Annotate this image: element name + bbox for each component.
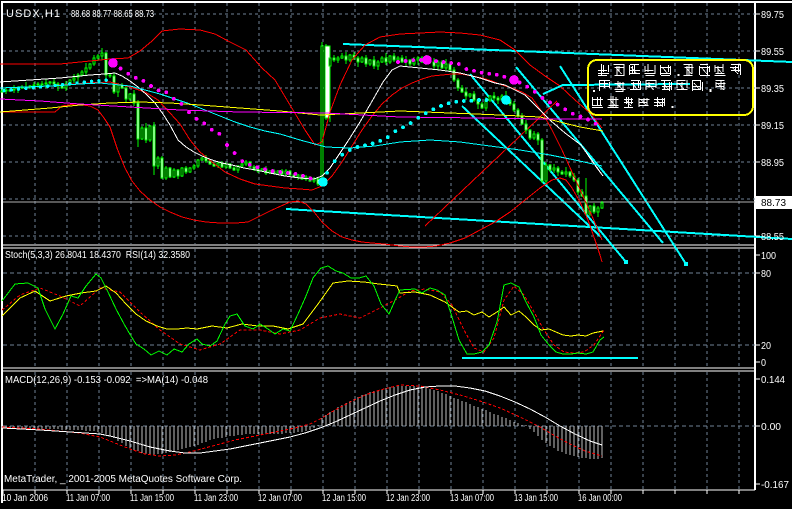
svg-text:88.73: 88.73 [761,198,786,209]
svg-text:89.35: 89.35 [761,84,784,95]
svg-text:13 Jan 07:00: 13 Jan 07:00 [450,493,494,504]
svg-text:20: 20 [761,341,771,352]
svg-text:12 Jan 15:00: 12 Jan 15:00 [322,493,366,504]
svg-text:MACD(12,26,9) -0.153 -0.092 =: MACD(12,26,9) -0.153 -0.092 =>MA(14) -0.… [5,375,208,386]
svg-text:USDX,H1: USDX,H1 [6,8,60,20]
svg-text:89.15: 89.15 [761,121,784,132]
svg-text:0: 0 [761,358,766,369]
svg-text:11 Jan 23:00: 11 Jan 23:00 [194,493,238,504]
svg-text:Stoch(5,3,3) 26.8041 18.4370: Stoch(5,3,3) 26.8041 18.4370 RSI(14) 32.… [5,250,190,261]
svg-text:MetaTrader, _ 2001-2005 MetaQu: MetaTrader, _ 2001-2005 MetaQuotes Softw… [4,474,242,485]
svg-text:80: 80 [761,269,771,280]
svg-text:100: 100 [761,251,776,262]
svg-text:0.144: 0.144 [761,375,785,386]
svg-text:12 Jan 23:00: 12 Jan 23:00 [386,493,430,504]
svg-text:10 Jan 2006: 10 Jan 2006 [2,493,48,504]
svg-text:11 Jan 15:00: 11 Jan 15:00 [130,493,174,504]
svg-text:0.00: 0.00 [761,422,781,433]
svg-text:13 Jan 15:00: 13 Jan 15:00 [514,493,558,504]
svg-text:-0.167: -0.167 [761,480,789,491]
svg-text:16 Jan 00:00: 16 Jan 00:00 [578,493,622,504]
svg-text:88.95: 88.95 [761,158,784,169]
svg-text:89.75: 89.75 [761,10,784,21]
svg-text:89.55: 89.55 [761,47,784,58]
svg-text:88.68 88.77 88.65 88.73: 88.68 88.77 88.65 88.73 [71,8,154,20]
svg-text:12 Jan 07:00: 12 Jan 07:00 [258,493,302,504]
svg-text:88.55: 88.55 [761,232,784,243]
svg-text:11 Jan 07:00: 11 Jan 07:00 [66,493,110,504]
